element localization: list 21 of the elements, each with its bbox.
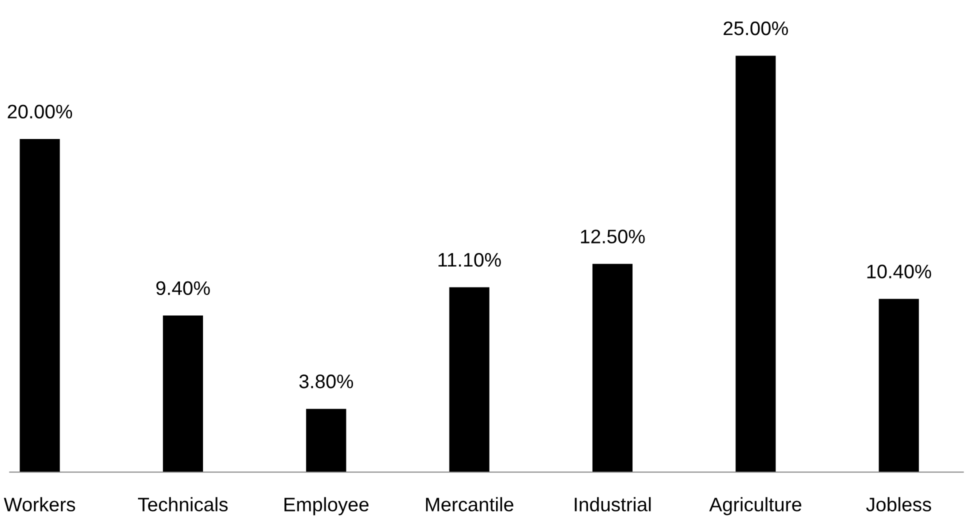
bar [736,56,776,472]
data-label: 10.40% [867,264,932,278]
x-tick-label: Technicals [138,497,228,512]
bar [878,298,919,472]
data-label: 9.40% [156,281,210,296]
data-label: 3.80% [299,374,354,388]
x-tick-label: Industrial [574,497,651,512]
bar [162,316,204,472]
data-label: 11.10% [438,252,501,267]
x-tick-label: Workers [4,497,76,512]
data-label: 25.00% [724,21,788,36]
x-tick-label: Employee [284,497,369,516]
x-tick-label: Mercantile [426,497,514,512]
data-label: 12.50% [581,230,645,244]
bar [592,264,633,472]
bar [20,139,60,472]
bar [449,287,490,472]
data-label: 20.00% [8,104,72,118]
bar [306,408,346,472]
x-tick-label: Agriculture [709,497,802,516]
x-tick-label: Jobless [866,497,932,512]
